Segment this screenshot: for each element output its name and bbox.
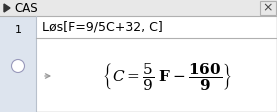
Text: 1: 1 [14,25,22,35]
Text: CAS: CAS [14,2,38,15]
Bar [0,16,36,112]
Bar [0,0,277,16]
Text: ×: × [263,1,273,14]
Text: Løs[F=9/5C+32, C]: Løs[F=9/5C+32, C] [42,20,163,33]
Polygon shape [4,4,10,12]
Bar [260,1,276,15]
Circle shape [12,59,24,72]
Text: $\left\{C = \dfrac{5}{9}\ \mathbf{F} - \dfrac{\mathbf{160}}{\mathbf{9}}\right\}$: $\left\{C = \dfrac{5}{9}\ \mathbf{F} - \… [102,61,233,93]
